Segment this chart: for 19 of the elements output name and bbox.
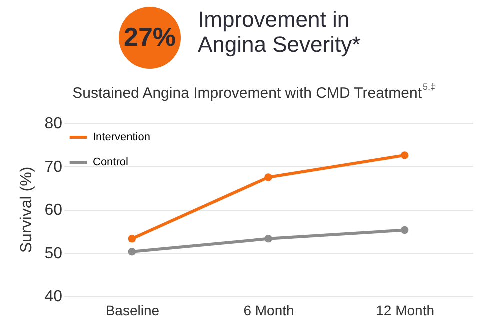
y-tick-label: 50 xyxy=(44,245,63,262)
point xyxy=(128,235,136,243)
legend-label: Control xyxy=(93,156,128,168)
x-tick-label: Baseline xyxy=(106,302,160,318)
y-tick-label: 40 xyxy=(44,288,63,306)
text: 27% xyxy=(124,22,176,52)
point xyxy=(264,235,272,243)
x-tick-label: 6 Month xyxy=(244,302,294,318)
point xyxy=(128,248,136,256)
point xyxy=(400,226,409,234)
legend-label: Intervention xyxy=(93,132,150,144)
y-axis-title: Survival (%) xyxy=(18,166,36,254)
chart-title: Improvement in Angina Severity* xyxy=(198,7,362,57)
point xyxy=(400,152,409,160)
y-tick-label: 70 xyxy=(44,158,63,176)
y-tick-label: 80 xyxy=(44,116,63,132)
y-tick-label: 60 xyxy=(44,202,63,219)
point xyxy=(264,174,272,182)
x-tick-label: 12 Month xyxy=(376,302,435,318)
